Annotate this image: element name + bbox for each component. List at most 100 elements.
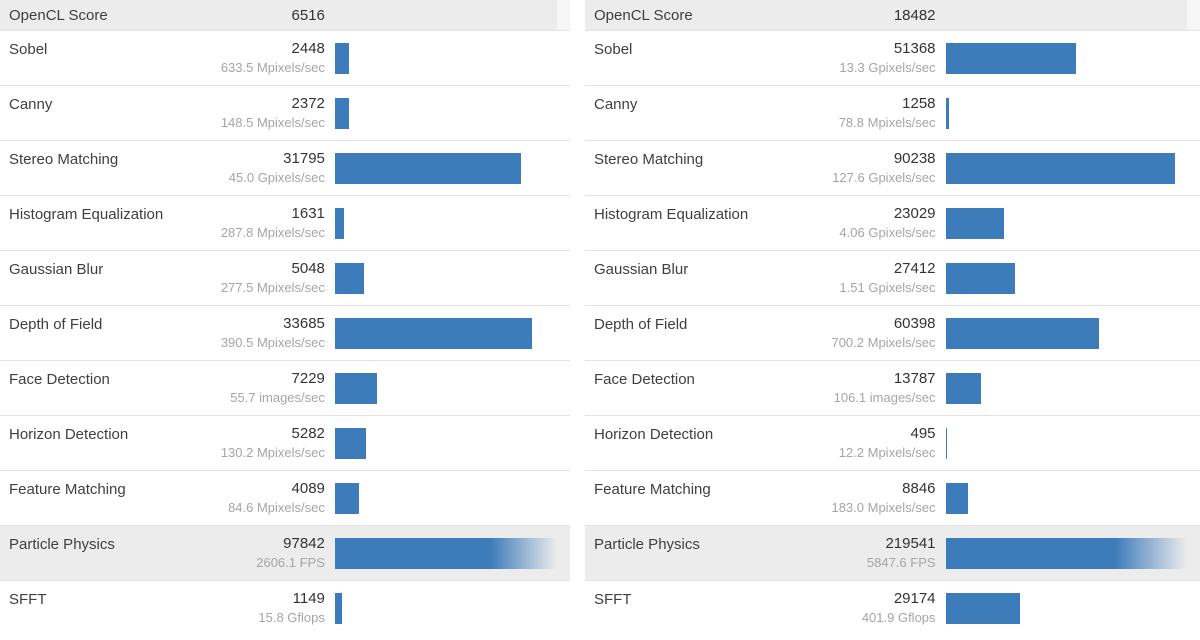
- opencl-score-header: OpenCL Score 18482: [585, 0, 1200, 30]
- benchmark-name: Stereo Matching: [9, 151, 119, 168]
- row-sfft: SFFT 29174 401.9 Gflops: [585, 580, 1200, 635]
- benchmark-rate: 148.5 Mpixels/sec: [220, 115, 325, 130]
- benchmark-score: 60398: [893, 315, 936, 332]
- benchmark-name: Histogram Equalization: [9, 206, 164, 223]
- score-cell: 5282 130.2 Mpixels/sec: [188, 416, 325, 470]
- benchmark-rate: 84.6 Mpixels/sec: [228, 500, 325, 515]
- benchmark-name: Feature Matching: [9, 481, 126, 498]
- benchmark-rate: 4.06 Gpixels/sec: [839, 225, 936, 240]
- row-feature-matching: Feature Matching 4089 84.6 Mpixels/sec: [0, 470, 570, 525]
- score-cell: 13787 106.1 images/sec: [788, 361, 936, 415]
- score-bar: [334, 373, 378, 404]
- benchmark-rate: 127.6 Gpixels/sec: [832, 170, 936, 185]
- benchmark-score: 1258: [902, 95, 936, 112]
- score-bar-area: [334, 196, 557, 250]
- score-bar-area: [945, 581, 1187, 635]
- row-sobel: Sobel 2448 633.5 Mpixels/sec: [0, 30, 570, 85]
- score-bar-area: [334, 471, 557, 525]
- score-bar: [945, 428, 947, 459]
- score-bar: [945, 43, 1077, 74]
- score-bar-area: [945, 251, 1187, 305]
- benchmark-name: Stereo Matching: [594, 151, 704, 168]
- score-cell: 1631 287.8 Mpixels/sec: [188, 196, 325, 250]
- benchmark-rate: 1.51 Gpixels/sec: [839, 280, 936, 295]
- score-bar: [945, 153, 1175, 184]
- score-bar-area: [945, 196, 1187, 250]
- row-depth-of-field: Depth of Field 60398 700.2 Mpixels/sec: [585, 305, 1200, 360]
- score-bar: [334, 208, 345, 239]
- score-bar: [945, 483, 969, 514]
- row-face-detection: Face Detection 7229 55.7 images/sec: [0, 360, 570, 415]
- benchmark-name: Sobel: [9, 41, 48, 58]
- score-bar-area: [334, 251, 557, 305]
- benchmark-name: SFFT: [594, 591, 632, 608]
- score-cell: 2448 633.5 Mpixels/sec: [188, 31, 325, 85]
- benchmark-score: 31795: [283, 150, 325, 167]
- score-cell: 4089 84.6 Mpixels/sec: [188, 471, 325, 525]
- benchmark-rate: 700.2 Mpixels/sec: [831, 335, 936, 350]
- score-cell: 495 12.2 Mpixels/sec: [788, 416, 936, 470]
- score-bar: [334, 593, 342, 624]
- score-bar-area: [945, 526, 1187, 580]
- benchmark-score: 8846: [902, 480, 936, 497]
- benchmark-name: Depth of Field: [594, 316, 688, 333]
- score-bar: [334, 98, 349, 129]
- row-gaussian-blur: Gaussian Blur 5048 277.5 Mpixels/sec: [0, 250, 570, 305]
- score-cell: 90238 127.6 Gpixels/sec: [788, 141, 936, 195]
- score-cell: 2372 148.5 Mpixels/sec: [188, 86, 325, 140]
- scrollbar-track[interactable]: [1187, 0, 1200, 30]
- benchmark-score: 2448: [291, 40, 325, 57]
- score-bar-area: [334, 306, 557, 360]
- benchmark-rate: 78.8 Mpixels/sec: [838, 115, 936, 130]
- benchmark-name: Face Detection: [594, 371, 695, 388]
- benchmark-name: Gaussian Blur: [594, 261, 689, 278]
- benchmark-rate: 183.0 Mpixels/sec: [831, 500, 936, 515]
- benchmark-score: 27412: [893, 260, 936, 277]
- score-bar-area: [945, 416, 1187, 470]
- benchmark-rate: 12.2 Mpixels/sec: [838, 445, 936, 460]
- benchmark-rate: 2606.1 FPS: [256, 555, 325, 570]
- opencl-score-label: OpenCL Score: [594, 6, 693, 24]
- score-bar-area: [945, 361, 1187, 415]
- benchmark-rate: 5847.6 FPS: [866, 555, 936, 570]
- benchmark-score: 1631: [291, 205, 325, 222]
- row-stereo-matching: Stereo Matching 31795 45.0 Gpixels/sec: [0, 140, 570, 195]
- benchmark-score: 33685: [283, 315, 325, 332]
- benchmark-score: 29174: [893, 590, 936, 607]
- score-bar-area: [945, 306, 1187, 360]
- opencl-score-value: 6516: [291, 6, 325, 24]
- row-histogram-equalization: Histogram Equalization 1631 287.8 Mpixels/…: [0, 195, 570, 250]
- benchmark-score: 5282: [291, 425, 325, 442]
- score-bar: [334, 538, 557, 569]
- score-bar: [334, 153, 521, 184]
- score-bar: [945, 538, 1187, 569]
- benchmark-name: Gaussian Blur: [9, 261, 104, 278]
- benchmark-rate: 55.7 images/sec: [230, 390, 325, 405]
- benchmark-rate: 45.0 Gpixels/sec: [228, 170, 325, 185]
- score-bar: [334, 318, 532, 349]
- benchmark-score: 13787: [893, 370, 936, 387]
- benchmark-name: SFFT: [9, 591, 47, 608]
- row-horizon-detection: Horizon Detection 495 12.2 Mpixels/sec: [585, 415, 1200, 470]
- score-bar-area: [334, 361, 557, 415]
- score-cell: 97842 2606.1 FPS: [188, 526, 325, 580]
- row-particle-physics: Particle Physics 219541 5847.6 FPS: [585, 525, 1200, 580]
- opencl-score-label: OpenCL Score: [9, 6, 108, 24]
- row-gaussian-blur: Gaussian Blur 27412 1.51 Gpixels/sec: [585, 250, 1200, 305]
- score-cell: 27412 1.51 Gpixels/sec: [788, 251, 936, 305]
- row-feature-matching: Feature Matching 8846 183.0 Mpixels/sec: [585, 470, 1200, 525]
- scrollbar-track[interactable]: [557, 0, 570, 30]
- score-bar: [945, 98, 949, 129]
- score-cell: 219541 5847.6 FPS: [788, 526, 936, 580]
- score-bar-area: [334, 526, 557, 580]
- score-bar: [945, 318, 1100, 349]
- benchmark-name: Histogram Equalization: [594, 206, 749, 223]
- benchmark-name: Sobel: [594, 41, 633, 58]
- benchmark-rate: 106.1 images/sec: [833, 390, 936, 405]
- score-bar-area: [334, 416, 557, 470]
- score-cell: 23029 4.06 Gpixels/sec: [788, 196, 936, 250]
- opencl-score-header: OpenCL Score 6516: [0, 0, 570, 30]
- opencl-results-table-left: OpenCL Score 6516 Sobel 2448 633.5 Mpixels/s…: [0, 0, 570, 635]
- score-bar-area: [945, 86, 1187, 140]
